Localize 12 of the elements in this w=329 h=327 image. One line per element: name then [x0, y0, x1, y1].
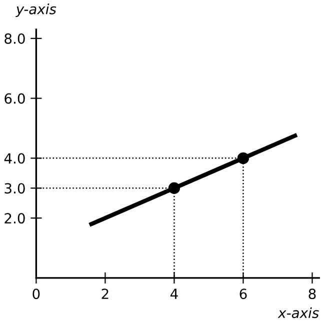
- y-tick-label: 8.0: [4, 33, 25, 44]
- x-tick-label: 4: [170, 288, 178, 299]
- x-tick-label: 2: [102, 288, 108, 299]
- x-axis-title: x-axis: [278, 307, 319, 318]
- y-tick-label: 2.0: [4, 213, 25, 224]
- y-tick-label: 6.0: [4, 93, 25, 104]
- x-tick-label: 0: [32, 288, 40, 300]
- y-tick-label: 4.0: [4, 153, 25, 164]
- y-tick-label: 3.0: [4, 183, 25, 194]
- x-tick-label: 6: [240, 288, 247, 300]
- x-tick-label: 8: [308, 288, 316, 300]
- y-axis-title: y-axis: [16, 4, 56, 18]
